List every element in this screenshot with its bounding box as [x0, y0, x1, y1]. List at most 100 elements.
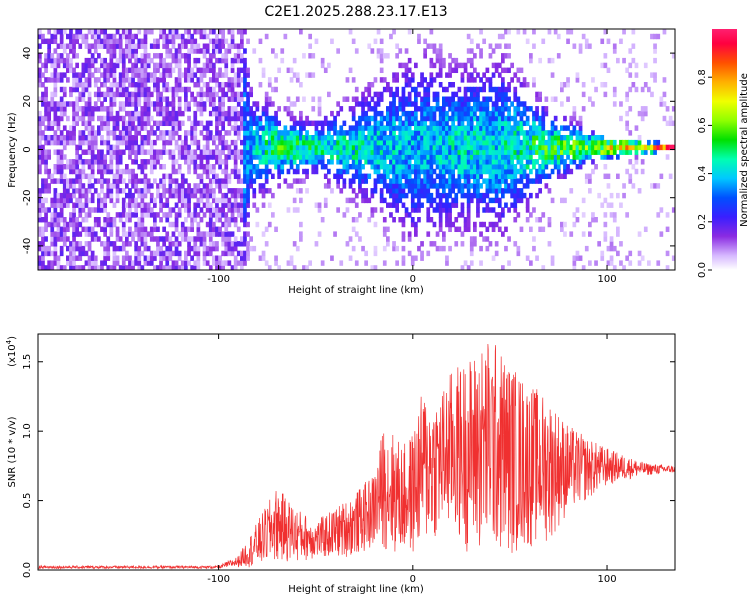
spectrogram-cell [159, 202, 163, 208]
spectrogram-cell [299, 135, 303, 141]
spectrogram-cell [156, 241, 160, 247]
spectrogram-cell [230, 86, 235, 93]
spectrogram-cell [90, 207, 95, 213]
spectrogram-cell [364, 173, 369, 180]
spectrogram-cell [221, 192, 226, 199]
spectrogram-cell [469, 159, 474, 165]
spectrogram-cell [404, 164, 409, 170]
spectrogram-cell [308, 260, 313, 266]
spectrogram-cell [72, 86, 76, 93]
spectrogram-cell [407, 57, 412, 64]
spectrogram-cell [516, 77, 521, 83]
spectrogram-cell [479, 106, 483, 112]
spectrogram-cell [407, 149, 412, 155]
spectrogram-cell [202, 72, 207, 78]
spectrogram-cell [240, 57, 244, 64]
spectrogram-cell [87, 120, 92, 127]
spectrogram-cell [196, 236, 201, 242]
spectrogram-cell [177, 106, 182, 112]
spectrogram-cell [566, 29, 570, 35]
spectrogram-cell [379, 178, 384, 184]
spectrogram-cell [289, 110, 294, 117]
spectrogram-cell [140, 207, 145, 213]
spectrogram-cell [451, 120, 456, 127]
spectrogram-cell [184, 135, 188, 141]
spectrogram-cell [572, 115, 577, 122]
spectrogram-cell [522, 183, 527, 189]
spectrogram-cell [115, 260, 120, 266]
spectrogram-cell [78, 135, 83, 141]
spectrogram-cell [233, 173, 238, 180]
spectrogram-cell [280, 164, 285, 170]
spectrogram-cell [174, 217, 179, 223]
spectrogram-cell [249, 110, 254, 117]
spectrogram-cell [230, 125, 235, 131]
spectrogram-cell [100, 159, 104, 165]
spectrogram-cell [230, 202, 235, 208]
spectrogram-cell [196, 77, 201, 83]
spectrogram-cell [190, 43, 195, 49]
spectrogram-cell [451, 91, 456, 98]
spectrogram-cell [414, 120, 418, 127]
spectrogram-cell [295, 72, 300, 78]
spectrogram-cell [367, 173, 372, 180]
spectrogram-cell [112, 53, 117, 59]
spectrogram-cell [215, 110, 219, 117]
spectrogram-cell [410, 115, 415, 122]
spectrogram-cell [438, 221, 443, 228]
spectrogram-cell [466, 72, 471, 78]
spectrogram-cell [327, 125, 331, 131]
spectrogram-cell [675, 222, 679, 227]
spectrogram-cell [84, 250, 89, 257]
spectrogram-cell [38, 197, 42, 204]
spectrogram-cell [221, 207, 226, 213]
spectrogram-cell [448, 62, 452, 69]
spectrogram-cell [532, 149, 536, 155]
spectrogram-cell [212, 197, 216, 204]
spectrogram-cell [162, 110, 167, 117]
spectrogram-cell [87, 101, 92, 107]
spectrogram-cell [628, 86, 633, 93]
spectrogram-cell [280, 135, 285, 141]
spectrogram-cell [292, 120, 297, 127]
spectrogram-cell [575, 164, 580, 170]
spectrogram-cell [224, 82, 229, 88]
spectrogram-cell [314, 241, 319, 247]
spectrogram-cell [240, 265, 244, 270]
spectrogram-cell [407, 250, 412, 257]
spectrogram-cell [351, 135, 356, 141]
spectrogram-cell [460, 106, 465, 112]
spectrogram-cell [572, 106, 577, 112]
spectrogram-cell [494, 62, 499, 69]
spectrogram-cell [134, 110, 139, 117]
spectrogram-cell [100, 154, 104, 160]
spectrogram-cell [612, 144, 617, 151]
spectrogram-cell [426, 86, 431, 93]
spectrogram-cell [311, 106, 316, 112]
spectrogram-cell [168, 53, 173, 59]
spectrogram-cell [501, 33, 505, 40]
spectrogram-cell [314, 38, 319, 45]
spectrogram-cell [168, 173, 173, 180]
spectrogram-cell [81, 183, 86, 189]
spectrogram-cell [622, 265, 626, 270]
spectrogram-cell [501, 139, 505, 146]
spectrogram-cell [382, 139, 387, 146]
spectrogram-cell [432, 197, 437, 204]
spectrogram-cell [156, 135, 160, 141]
spectrogram-cell [75, 72, 80, 78]
spectrogram-cell [90, 255, 95, 261]
spectrogram-cell [159, 164, 163, 170]
spectrogram-cell [544, 149, 549, 155]
spectrogram-cell [566, 168, 570, 175]
spectrogram-cell [196, 202, 201, 208]
spectrogram-cell [196, 188, 201, 194]
spectrogram-cell [246, 159, 250, 165]
spectrogram-cell [246, 130, 250, 136]
spectrogram-cell [507, 260, 511, 266]
spectrogram-cell [442, 168, 446, 175]
spectrogram-cell [87, 159, 92, 165]
spectrogram-cell [435, 159, 440, 165]
spectrogram-cell [348, 29, 353, 35]
